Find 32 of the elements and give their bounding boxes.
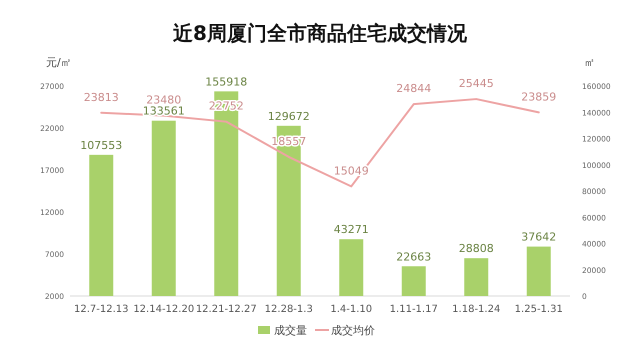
data-label: 28808: [458, 242, 494, 256]
data-label: 23480: [146, 94, 182, 107]
bar: [339, 239, 364, 296]
data-label: 23813: [84, 90, 119, 104]
chart-title: 近8周厦门全市商品住宅成交情况: [172, 21, 468, 45]
x-tick-label: 1.4-1.10: [330, 304, 372, 315]
data-label: 133561: [142, 104, 185, 118]
data-label: 107553: [80, 138, 122, 152]
data-label: 43271: [334, 223, 369, 236]
data-label: 24844: [396, 82, 432, 96]
data-label: 23859: [521, 90, 556, 104]
data-label: 25445: [458, 77, 494, 90]
bar: [464, 258, 488, 296]
legend-label: 成交均价: [331, 324, 375, 337]
y2-axis-title: ㎡: [584, 56, 595, 69]
x-tick-label: 1.18-1.24: [452, 304, 500, 315]
bar: [526, 246, 551, 296]
x-tick-label: 12.7-12.13: [74, 304, 129, 315]
bar: [89, 154, 114, 296]
x-tick-label: 1.25-1.31: [514, 304, 563, 315]
y-axis-title: 元/㎡: [46, 56, 72, 69]
x-tick-label: 12.28-1.3: [264, 304, 313, 315]
x-tick-label: 12.21-12.27: [196, 304, 257, 315]
bar: [152, 120, 176, 296]
data-label: 155918: [205, 75, 248, 88]
x-tick-label: 1.11-1.17: [390, 304, 438, 315]
x-tick-label: 12.14-12.20: [133, 304, 194, 315]
bar: [402, 266, 426, 296]
legend-label: 成交量: [274, 324, 307, 337]
data-label: 129672: [268, 110, 310, 123]
data-label: 37642: [521, 230, 556, 244]
data-label: 22663: [396, 250, 432, 264]
